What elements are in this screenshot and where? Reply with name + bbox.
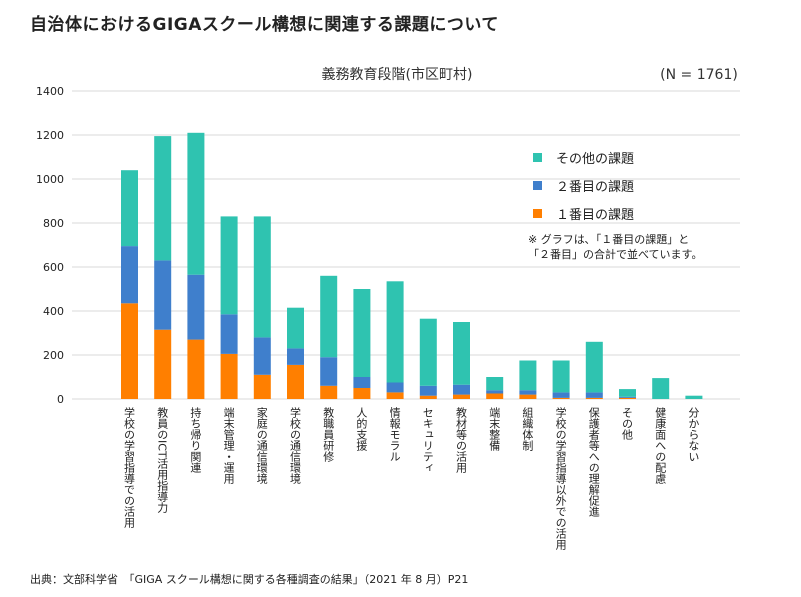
x-tick-label: 学校の学習指導での活用 xyxy=(122,407,136,528)
bar-segment-second xyxy=(220,314,238,354)
bar-segment-other xyxy=(619,389,636,397)
y-tick-label: 400 xyxy=(43,305,64,318)
legend: その他の課題 ２番目の課題 １番目の課題 xyxy=(533,143,634,227)
bar-segment-first xyxy=(619,397,636,399)
x-tick-label: 人的支援 xyxy=(354,407,368,451)
bar-segment-second xyxy=(585,392,603,398)
bar-segment-first xyxy=(121,303,138,399)
bar-segment-second xyxy=(121,246,138,304)
bar-segment-second xyxy=(453,384,470,395)
x-tick-label: 分からない xyxy=(686,407,700,462)
x-tick-label: 教職員研修 xyxy=(321,407,335,462)
bar-segment-other xyxy=(552,360,570,393)
legend-swatch-other xyxy=(533,152,542,162)
y-tick-label: 600 xyxy=(43,261,64,274)
y-tick-label: 0 xyxy=(57,393,64,406)
x-tick-label: 情報モラル xyxy=(388,407,402,462)
bar-segment-first xyxy=(187,339,205,399)
x-tick-label: 保護者等への理解促進 xyxy=(587,407,601,517)
legend-item-other: その他の課題 xyxy=(533,143,634,171)
chart-title: 義務教育段階(市区町村) xyxy=(322,66,473,83)
bar-segment-other xyxy=(154,136,172,261)
legend-label-other: その他の課題 xyxy=(556,151,635,167)
bar-segment-first xyxy=(320,385,338,399)
bar-segment-second xyxy=(253,337,271,375)
bar-segment-other xyxy=(287,307,304,349)
x-tick-label: 持ち帰り関連 xyxy=(188,407,202,473)
page-title: 自治体におけるGIGAスクール構想に関連する課題について xyxy=(30,15,499,35)
legend-label-first: １番目の課題 xyxy=(556,207,635,223)
note-line-1: ※ グラフは､「１番目の課題」と xyxy=(528,233,690,246)
bar-segment-second xyxy=(187,274,205,340)
bar-segment-first xyxy=(419,395,437,399)
bar-segment-second xyxy=(619,396,636,398)
legend-item-second: ２番目の課題 xyxy=(533,171,634,199)
bar-segment-second xyxy=(486,390,504,394)
bar-segment-other xyxy=(187,132,205,275)
bar-segment-other xyxy=(320,275,338,358)
x-tick-label: セキュリティ xyxy=(421,407,435,473)
bar-segment-first xyxy=(253,374,271,399)
bar-segment-second xyxy=(552,392,570,398)
x-tick-label: 学校の学習指導以外での活用 xyxy=(554,407,568,550)
legend-swatch-second xyxy=(533,180,542,190)
bar-segment-first xyxy=(353,388,371,399)
y-tick-label: 1400 xyxy=(36,85,64,98)
legend-swatch-first xyxy=(533,208,542,218)
x-tick-label: その他 xyxy=(620,407,634,440)
note-line-2: 「２番目」の合計で並べています。 xyxy=(528,248,703,261)
bar-segment-first xyxy=(552,397,570,399)
x-tick-label: 端末管理・運用 xyxy=(222,407,236,484)
x-tick-label: 健康面への配慮 xyxy=(653,407,667,484)
bar-segment-other xyxy=(253,216,271,338)
x-tick-label: 学校の通信環境 xyxy=(288,407,302,484)
x-tick-label: 組織体制 xyxy=(520,407,534,451)
bar-segment-first xyxy=(287,364,304,399)
y-tick-label: 200 xyxy=(43,349,64,362)
source-citation: 出典：文部科学省 「GIGA スクール構想に関する各種調査の結果」（2021 年… xyxy=(30,573,469,586)
bar-segment-first xyxy=(154,329,172,399)
bar-segment-first xyxy=(519,394,537,399)
bar-segment-first xyxy=(486,393,504,399)
bar-segment-second xyxy=(519,390,537,395)
bar-segment-other xyxy=(419,318,437,386)
legend-label-second: ２番目の課題 xyxy=(556,179,635,195)
bar-segment-second xyxy=(386,382,404,393)
x-tick-label: 教材等の活用 xyxy=(454,407,468,473)
y-tick-label: 1000 xyxy=(36,173,64,186)
bar-segment-second xyxy=(353,377,371,388)
bar-segment-other xyxy=(652,378,670,399)
y-tick-label: 800 xyxy=(43,217,64,230)
bar-segment-other xyxy=(220,216,238,315)
x-tick-label: 家庭の通信環境 xyxy=(255,407,269,484)
legend-item-first: １番目の課題 xyxy=(533,199,634,227)
chart-note: ※ グラフは､「１番目の課題」と 「２番目」の合計で並べています。 xyxy=(528,232,702,262)
bar-segment-second xyxy=(154,260,172,330)
bar-segment-other xyxy=(453,322,470,385)
x-tick-label: 端末整備 xyxy=(487,407,501,451)
bar-segment-other xyxy=(386,281,404,383)
y-tick-label: 1200 xyxy=(36,129,64,142)
bar-segment-other xyxy=(585,341,603,393)
bar-segment-other xyxy=(519,360,537,391)
bar-segment-first xyxy=(386,392,404,399)
bar-segment-first xyxy=(220,353,238,399)
bar-segment-second xyxy=(287,348,304,365)
bar-segment-second xyxy=(320,357,338,386)
bar-segment-second xyxy=(419,385,437,396)
bar-segment-other xyxy=(121,170,138,247)
bar-segment-first xyxy=(453,394,470,399)
x-tick-label: 教員のICT活用指導力 xyxy=(155,407,169,513)
bar-segment-other xyxy=(685,395,703,399)
bar-segment-other xyxy=(353,289,371,377)
sample-size-label: (N = 1761) xyxy=(660,67,738,83)
bar-segment-other xyxy=(486,377,504,391)
bar-segment-first xyxy=(585,397,603,399)
